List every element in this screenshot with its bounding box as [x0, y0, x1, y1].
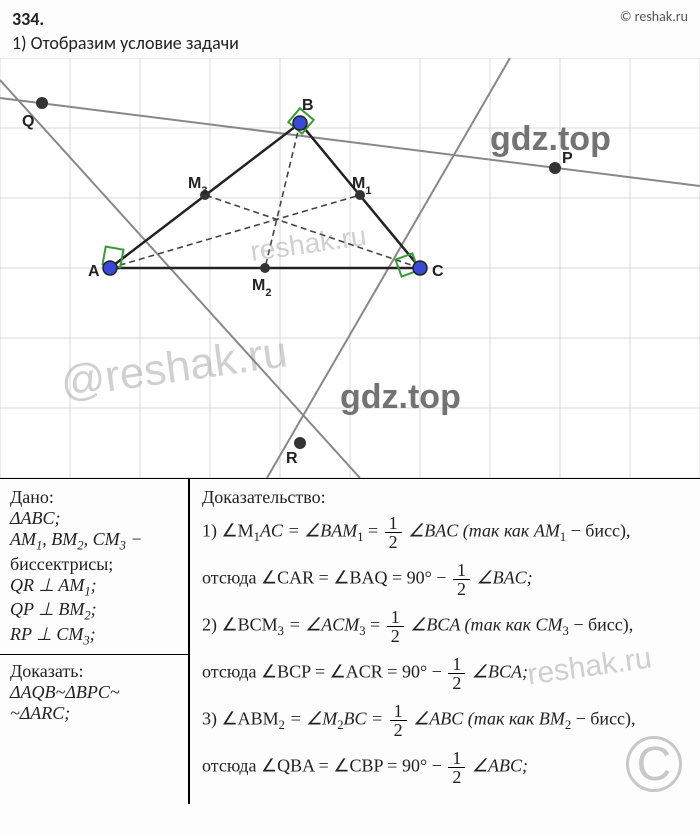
svg-text:R: R [286, 450, 298, 467]
proof-step-1b: отсюда ∠CAR = ∠BAQ = 90° − 12 ∠BAC; [202, 561, 690, 598]
svg-text:Q: Q [22, 113, 34, 130]
source-link: © reshak.ru [620, 8, 688, 25]
given-line-1: ΔABC; [10, 508, 180, 529]
prove-title: Доказать: [10, 661, 180, 682]
geometry-diagram: Q B P A C R M3 M1 M2 gdz.top reshak.ru @… [0, 58, 700, 478]
given-column: Дано: ΔABC; AM1, BM2, CM3 − биссектрисы;… [0, 479, 188, 804]
svg-text:A: A [88, 263, 100, 280]
step-1-text: 1) Отобразим условие задачи [0, 32, 700, 58]
proof-title: Доказательство: [202, 487, 690, 508]
proof-step-3b: отсюда ∠QBA = ∠CBP = 90° − 12 ∠ABC; [202, 749, 690, 786]
svg-text:M2: M2 [252, 277, 271, 299]
given-line-5: QP ⊥ BM2; [10, 599, 180, 624]
main-vertices [103, 116, 427, 275]
given-line-3: биссектрисы; [10, 554, 180, 575]
proof-step-2b: отсюда ∠BCP = ∠ACR = 90° − 12 ∠BCA; [202, 655, 690, 692]
given-title: Дано: [10, 487, 180, 508]
prove-line-2: ~ΔARC; [10, 703, 180, 724]
proof-step-2: 2) ∠BCM3 = ∠ACM3 = 12 ∠BCA (так как CM3 … [202, 608, 690, 645]
problem-number: 334. [12, 8, 44, 30]
prove-line-1: ΔAQB~ΔBPC~ [10, 682, 180, 703]
svg-text:M3: M3 [188, 175, 207, 197]
svg-text:B: B [302, 97, 314, 114]
svg-text:P: P [562, 150, 573, 167]
svg-text:C: C [432, 263, 444, 280]
given-line-2: AM1, BM2, CM3 − [10, 529, 180, 554]
given-line-4: QR ⊥ AM1; [10, 575, 180, 600]
proof-step-3: 3) ∠ABM2 = ∠M2BC = 12 ∠ABC (так как BM2 … [202, 702, 690, 739]
proof-step-1: 1) ∠M1AC = ∠BAM1 = 12 ∠BAC (так как AM1 … [202, 514, 690, 551]
solution-block: Дано: ΔABC; AM1, BM2, CM3 − биссектрисы;… [0, 478, 700, 804]
proof-column: Доказательство: 1) ∠M1AC = ∠BAM1 = 12 ∠B… [190, 479, 700, 804]
given-line-6: RP ⊥ CM3; [10, 624, 180, 649]
